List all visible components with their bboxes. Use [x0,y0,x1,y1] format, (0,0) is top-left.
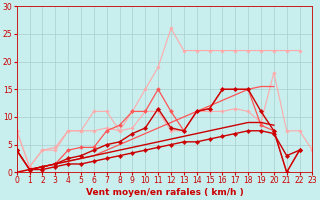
X-axis label: Vent moyen/en rafales ( km/h ): Vent moyen/en rafales ( km/h ) [86,188,244,197]
